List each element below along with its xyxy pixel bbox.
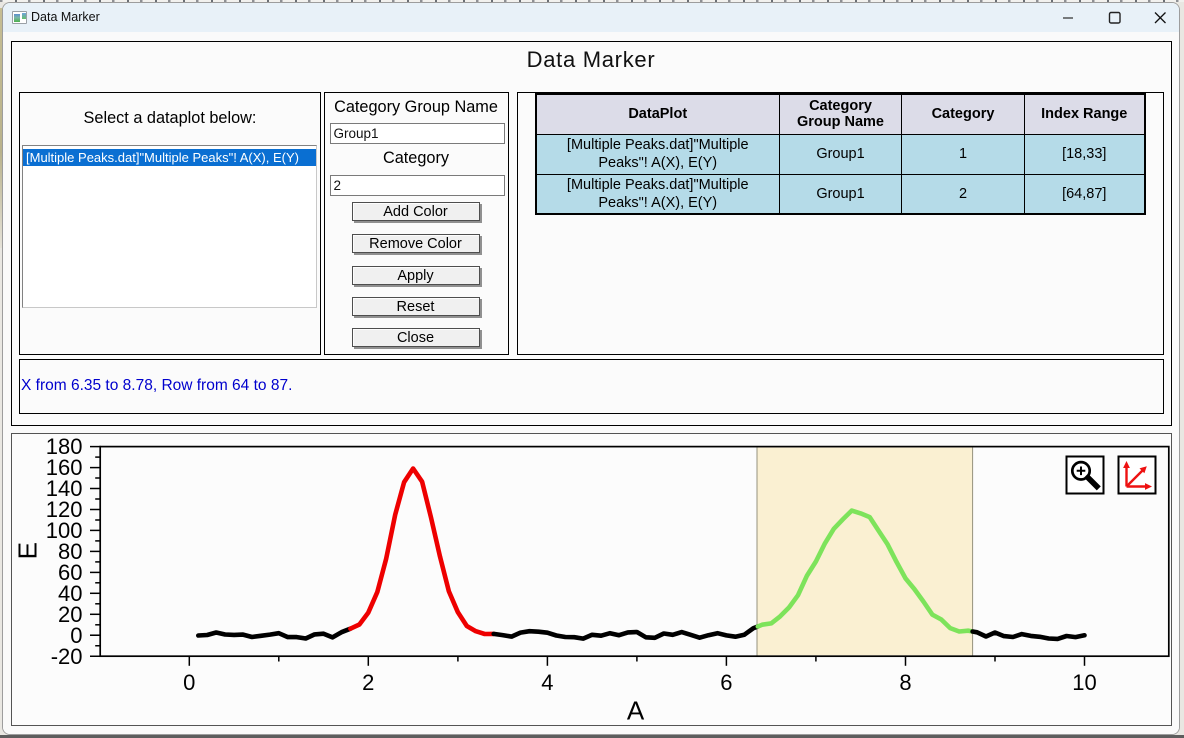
- svg-text:10: 10: [1072, 670, 1096, 695]
- svg-text:180: 180: [46, 434, 83, 459]
- svg-text:8: 8: [899, 670, 911, 695]
- svg-text:2: 2: [362, 670, 374, 695]
- svg-text:-20: -20: [51, 644, 83, 669]
- svg-text:160: 160: [46, 455, 83, 480]
- svg-text:E: E: [12, 542, 42, 559]
- svg-text:140: 140: [46, 476, 83, 501]
- svg-text:40: 40: [58, 581, 82, 606]
- svg-text:6: 6: [720, 670, 732, 695]
- svg-text:120: 120: [46, 497, 83, 522]
- svg-text:20: 20: [58, 602, 82, 627]
- svg-text:80: 80: [58, 539, 82, 564]
- svg-text:0: 0: [70, 623, 82, 648]
- svg-text:60: 60: [58, 560, 82, 585]
- svg-text:0: 0: [183, 670, 195, 695]
- svg-text:A: A: [627, 696, 645, 726]
- svg-text:100: 100: [46, 518, 83, 543]
- svg-text:4: 4: [541, 670, 553, 695]
